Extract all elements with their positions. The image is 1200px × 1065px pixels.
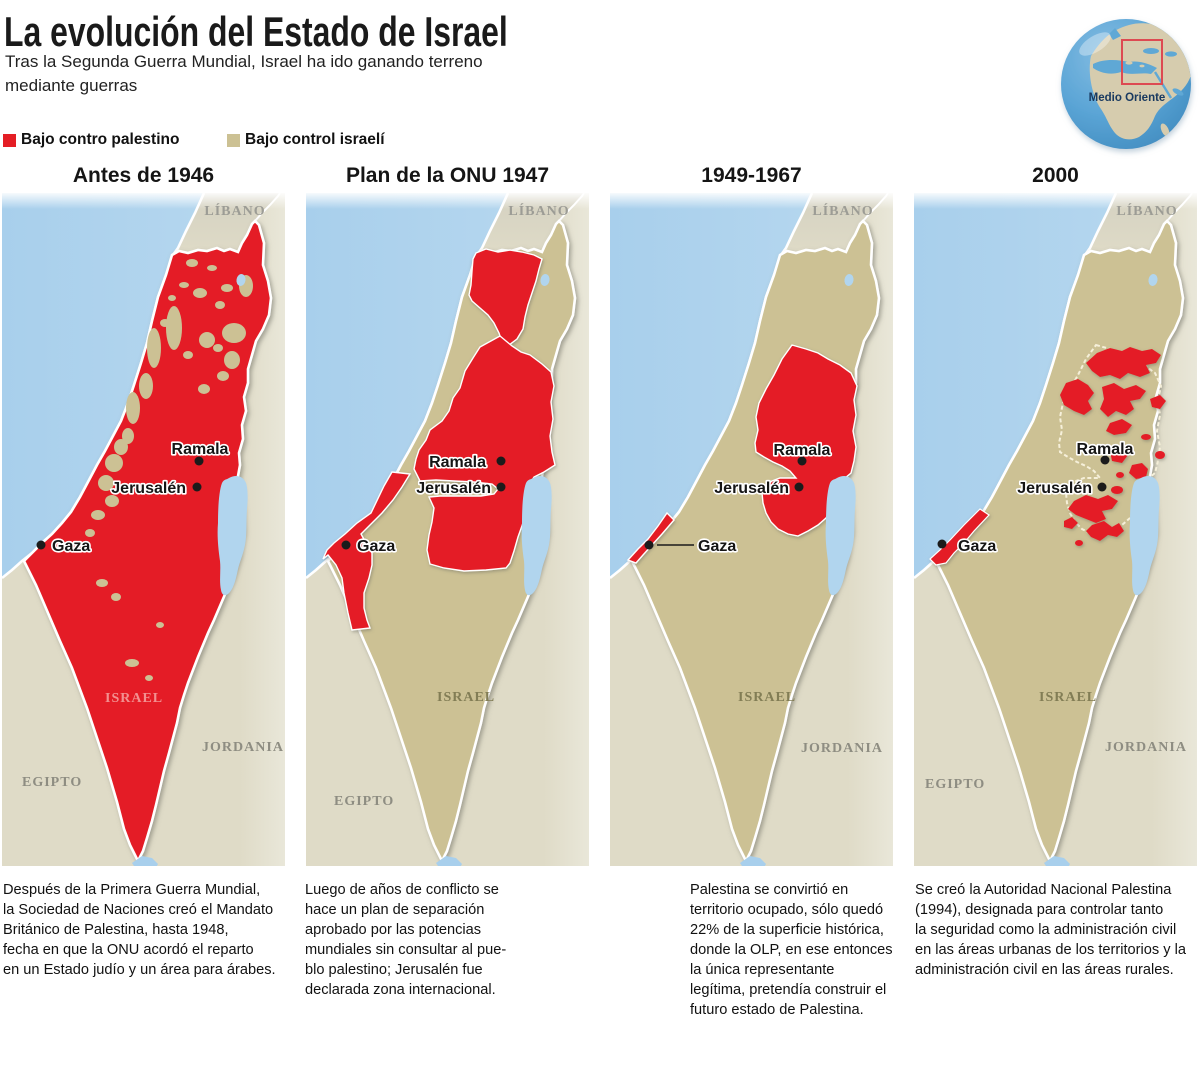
svg-text:Ramala: Ramala [172, 441, 229, 458]
svg-text:ISRAEL: ISRAEL [738, 690, 796, 705]
svg-text:JORDANIA: JORDANIA [1105, 740, 1187, 755]
svg-text:EGIPTO: EGIPTO [334, 794, 394, 809]
svg-text:Gaza: Gaza [357, 538, 395, 555]
svg-text:Jerusalén: Jerusalén [416, 480, 491, 497]
svg-text:LÍBANO: LÍBANO [812, 202, 873, 219]
svg-text:Gaza: Gaza [698, 538, 736, 555]
svg-text:JORDANIA: JORDANIA [801, 741, 883, 756]
svg-text:LÍBANO: LÍBANO [1116, 202, 1177, 219]
svg-text:ISRAEL: ISRAEL [1039, 690, 1097, 705]
svg-text:JORDANIA: JORDANIA [202, 740, 284, 755]
svg-text:Jerusalén: Jerusalén [111, 480, 186, 497]
svg-text:EGIPTO: EGIPTO [925, 777, 985, 792]
svg-text:Gaza: Gaza [52, 538, 90, 555]
svg-text:ISRAEL: ISRAEL [105, 691, 163, 706]
svg-text:Jerusalén: Jerusalén [1017, 480, 1092, 497]
svg-text:Ramala: Ramala [1077, 441, 1134, 458]
svg-text:Medio Oriente: Medio Oriente [1089, 92, 1166, 104]
svg-text:Jerusalén: Jerusalén [714, 480, 789, 497]
svg-text:LÍBANO: LÍBANO [508, 202, 569, 219]
svg-text:ISRAEL: ISRAEL [437, 690, 495, 705]
svg-text:Ramala: Ramala [774, 442, 831, 459]
svg-text:LÍBANO: LÍBANO [204, 202, 265, 219]
svg-text:Gaza: Gaza [958, 538, 996, 555]
svg-text:Ramala: Ramala [429, 454, 486, 471]
svg-text:EGIPTO: EGIPTO [22, 775, 82, 790]
